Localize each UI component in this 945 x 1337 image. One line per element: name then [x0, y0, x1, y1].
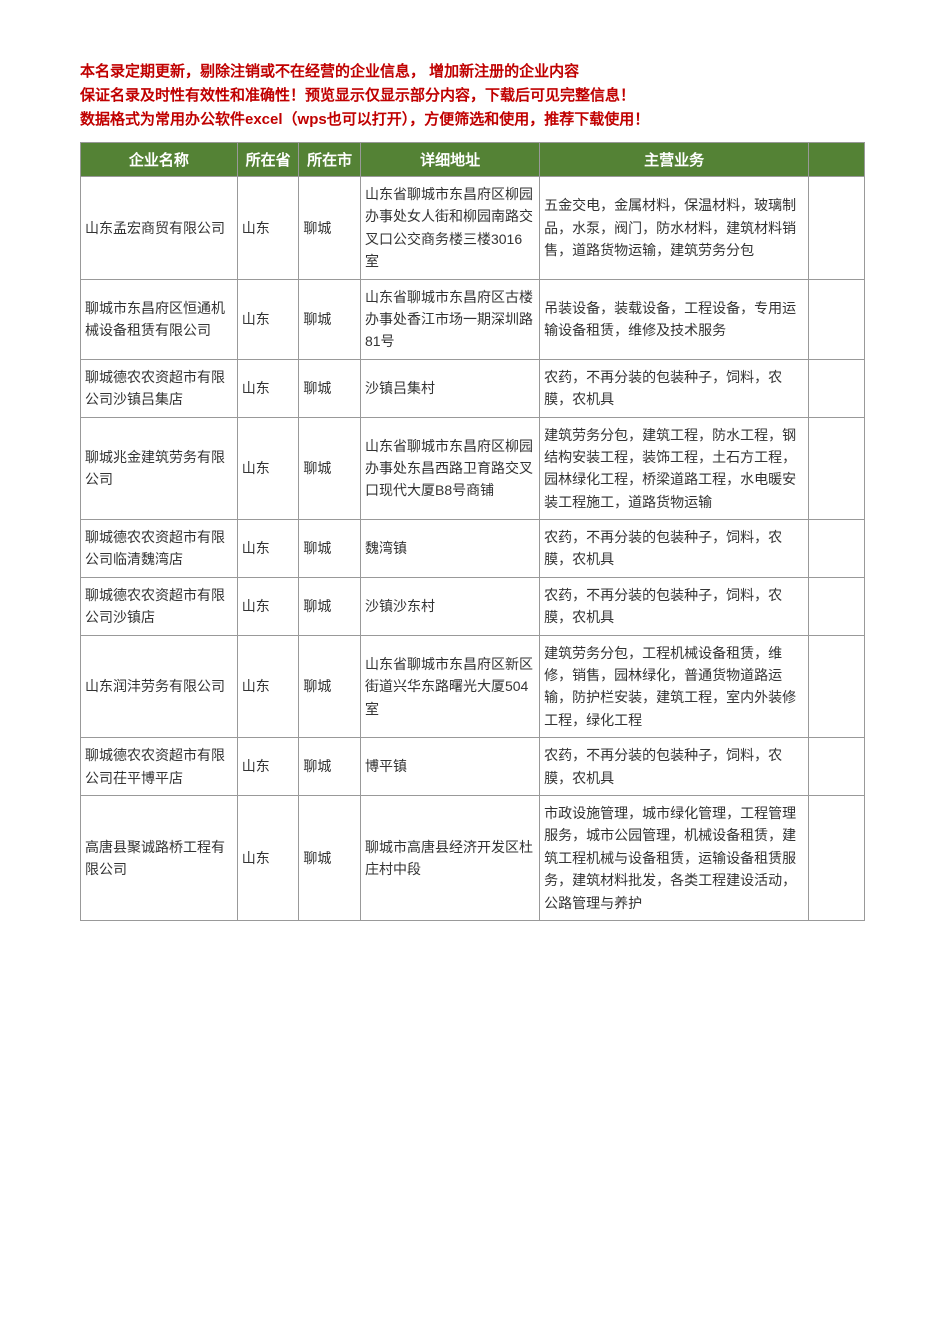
header-address: 详细地址: [360, 143, 539, 177]
table-row: 聊城德农农资超市有限公司沙镇吕集店山东聊城沙镇吕集村农药，不再分装的包装种子，饲…: [81, 359, 865, 417]
cell-address: 博平镇: [360, 738, 539, 796]
cell-address: 山东省聊城市东昌府区古楼办事处香江市场一期深圳路81号: [360, 279, 539, 359]
header-extra: [808, 143, 864, 177]
cell-name: 聊城德农农资超市有限公司沙镇吕集店: [81, 359, 238, 417]
cell-province: 山东: [237, 738, 299, 796]
cell-name: 聊城德农农资超市有限公司临清魏湾店: [81, 520, 238, 578]
notice-line-3: 数据格式为常用办公软件excel（wps也可以打开），方便筛选和使用，推荐下载使…: [80, 108, 865, 132]
cell-province: 山东: [237, 795, 299, 920]
cell-business: 农药，不再分装的包装种子，饲料，农膜，农机具: [540, 520, 809, 578]
cell-business: 农药，不再分装的包装种子，饲料，农膜，农机具: [540, 738, 809, 796]
cell-province: 山东: [237, 279, 299, 359]
cell-extra: [808, 520, 864, 578]
table-body: 山东孟宏商贸有限公司山东聊城山东省聊城市东昌府区柳园办事处女人街和柳园南路交叉口…: [81, 177, 865, 921]
cell-extra: [808, 177, 864, 280]
cell-city: 聊城: [299, 279, 361, 359]
table-row: 聊城兆金建筑劳务有限公司山东聊城山东省聊城市东昌府区柳园办事处东昌西路卫育路交叉…: [81, 417, 865, 520]
cell-business: 吊装设备，装载设备，工程设备，专用运输设备租赁，维修及技术服务: [540, 279, 809, 359]
cell-province: 山东: [237, 417, 299, 520]
cell-name: 聊城兆金建筑劳务有限公司: [81, 417, 238, 520]
cell-province: 山东: [237, 177, 299, 280]
cell-extra: [808, 279, 864, 359]
cell-address: 沙镇沙东村: [360, 577, 539, 635]
cell-name: 聊城德农农资超市有限公司沙镇店: [81, 577, 238, 635]
cell-city: 聊城: [299, 177, 361, 280]
notice-line-2: 保证名录及时性有效性和准确性！预览显示仅显示部分内容，下载后可见完整信息！: [80, 84, 865, 108]
cell-name: 聊城市东昌府区恒通机械设备租赁有限公司: [81, 279, 238, 359]
cell-extra: [808, 417, 864, 520]
cell-name: 高唐县聚诚路桥工程有限公司: [81, 795, 238, 920]
cell-city: 聊城: [299, 520, 361, 578]
notice-line-1: 本名录定期更新，剔除注销或不在经营的企业信息， 增加新注册的企业内容: [80, 60, 865, 84]
cell-city: 聊城: [299, 795, 361, 920]
cell-extra: [808, 738, 864, 796]
table-row: 聊城市东昌府区恒通机械设备租赁有限公司山东聊城山东省聊城市东昌府区古楼办事处香江…: [81, 279, 865, 359]
table-row: 聊城德农农资超市有限公司临清魏湾店山东聊城魏湾镇农药，不再分装的包装种子，饲料，…: [81, 520, 865, 578]
cell-name: 山东润沣劳务有限公司: [81, 635, 238, 738]
cell-city: 聊城: [299, 577, 361, 635]
cell-name: 山东孟宏商贸有限公司: [81, 177, 238, 280]
cell-business: 市政设施管理，城市绿化管理，工程管理服务，城市公园管理，机械设备租赁，建筑工程机…: [540, 795, 809, 920]
cell-extra: [808, 635, 864, 738]
cell-address: 山东省聊城市东昌府区柳园办事处女人街和柳园南路交叉口公交商务楼三楼3016室: [360, 177, 539, 280]
cell-extra: [808, 359, 864, 417]
table-row: 山东孟宏商贸有限公司山东聊城山东省聊城市东昌府区柳园办事处女人街和柳园南路交叉口…: [81, 177, 865, 280]
cell-business: 农药，不再分装的包装种子，饲料，农膜，农机具: [540, 359, 809, 417]
table-row: 聊城德农农资超市有限公司沙镇店山东聊城沙镇沙东村农药，不再分装的包装种子，饲料，…: [81, 577, 865, 635]
cell-business: 五金交电，金属材料，保温材料，玻璃制品，水泵，阀门，防水材料，建筑材料销售，道路…: [540, 177, 809, 280]
notice-block: 本名录定期更新，剔除注销或不在经营的企业信息， 增加新注册的企业内容 保证名录及…: [80, 60, 865, 132]
cell-city: 聊城: [299, 738, 361, 796]
header-business: 主营业务: [540, 143, 809, 177]
cell-business: 农药，不再分装的包装种子，饲料，农膜，农机具: [540, 577, 809, 635]
table-row: 高唐县聚诚路桥工程有限公司山东聊城聊城市高唐县经济开发区杜庄村中段市政设施管理，…: [81, 795, 865, 920]
cell-extra: [808, 795, 864, 920]
cell-address: 聊城市高唐县经济开发区杜庄村中段: [360, 795, 539, 920]
cell-business: 建筑劳务分包，建筑工程，防水工程，钢结构安装工程，装饰工程，土石方工程，园林绿化…: [540, 417, 809, 520]
cell-address: 沙镇吕集村: [360, 359, 539, 417]
table-row: 山东润沣劳务有限公司山东聊城山东省聊城市东昌府区新区街道兴华东路曙光大厦504室…: [81, 635, 865, 738]
company-table: 企业名称 所在省 所在市 详细地址 主营业务 山东孟宏商贸有限公司山东聊城山东省…: [80, 142, 865, 921]
header-city: 所在市: [299, 143, 361, 177]
cell-province: 山东: [237, 520, 299, 578]
cell-address: 魏湾镇: [360, 520, 539, 578]
cell-address: 山东省聊城市东昌府区新区街道兴华东路曙光大厦504室: [360, 635, 539, 738]
header-province: 所在省: [237, 143, 299, 177]
cell-city: 聊城: [299, 359, 361, 417]
cell-province: 山东: [237, 359, 299, 417]
header-name: 企业名称: [81, 143, 238, 177]
cell-extra: [808, 577, 864, 635]
cell-address: 山东省聊城市东昌府区柳园办事处东昌西路卫育路交叉口现代大厦B8号商铺: [360, 417, 539, 520]
cell-city: 聊城: [299, 635, 361, 738]
table-row: 聊城德农农资超市有限公司茌平博平店山东聊城博平镇农药，不再分装的包装种子，饲料，…: [81, 738, 865, 796]
cell-city: 聊城: [299, 417, 361, 520]
cell-business: 建筑劳务分包，工程机械设备租赁，维修，销售，园林绿化，普通货物道路运输，防护栏安…: [540, 635, 809, 738]
table-header-row: 企业名称 所在省 所在市 详细地址 主营业务: [81, 143, 865, 177]
cell-province: 山东: [237, 635, 299, 738]
cell-name: 聊城德农农资超市有限公司茌平博平店: [81, 738, 238, 796]
cell-province: 山东: [237, 577, 299, 635]
